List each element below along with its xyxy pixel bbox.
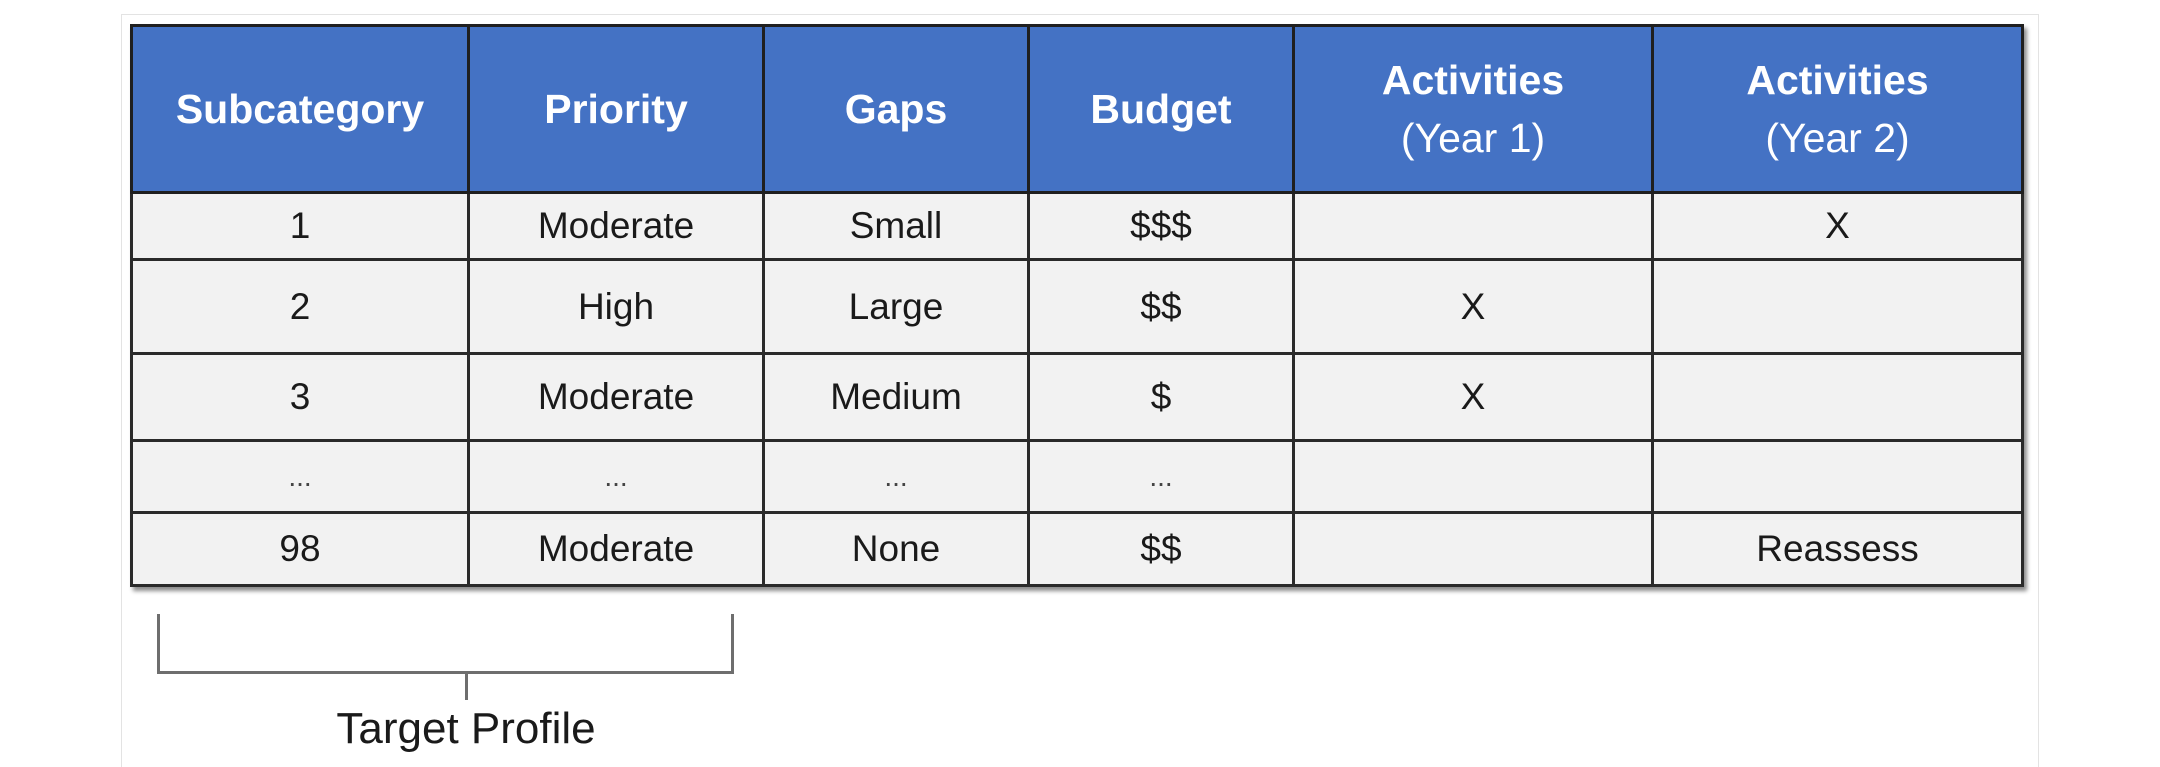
cell-gaps: Small bbox=[762, 191, 1030, 261]
cell-budget: $$ bbox=[1027, 258, 1295, 355]
header-budget: Budget bbox=[1027, 24, 1295, 194]
cell-activities-year-1: X bbox=[1292, 352, 1654, 442]
bracket-stem bbox=[465, 674, 468, 700]
cell-priority: Moderate bbox=[467, 511, 765, 587]
cell-activities-year-1 bbox=[1292, 511, 1654, 587]
target-profile-label: Target Profile bbox=[336, 704, 596, 753]
cell-activities-year-2: X bbox=[1651, 191, 2024, 261]
cell-gaps: None bbox=[762, 511, 1030, 587]
cell-subcategory: 98 bbox=[130, 511, 470, 587]
cell-budget: $$$ bbox=[1027, 191, 1295, 261]
cell-subcategory: 1 bbox=[130, 191, 470, 261]
cell-subcategory: ... bbox=[130, 439, 470, 514]
table-row: 98 Moderate None $$ Reassess bbox=[130, 511, 2024, 587]
cell-gaps: ... bbox=[762, 439, 1030, 514]
cell-priority: ... bbox=[467, 439, 765, 514]
header-activities-year-1: Activities (Year 1) bbox=[1292, 24, 1654, 194]
table-row: 3 Moderate Medium $ X bbox=[130, 352, 2024, 442]
table-row: 2 High Large $$ X bbox=[130, 258, 2024, 355]
cell-activities-year-2 bbox=[1651, 439, 2024, 514]
cell-priority: Moderate bbox=[467, 191, 765, 261]
cell-activities-year-1 bbox=[1292, 439, 1654, 514]
cell-activities-year-1 bbox=[1292, 191, 1654, 261]
cell-activities-year-2: Reassess bbox=[1651, 511, 2024, 587]
cell-budget: $$ bbox=[1027, 511, 1295, 587]
cell-gaps: Large bbox=[762, 258, 1030, 355]
header-row: Subcategory Priority Gaps Budget Activit… bbox=[130, 24, 2024, 194]
table-row: ... ... ... ... bbox=[130, 439, 2024, 514]
cell-subcategory: 2 bbox=[130, 258, 470, 355]
table-row: 1 Moderate Small $$$ X bbox=[130, 191, 2024, 261]
header-gaps: Gaps bbox=[762, 24, 1030, 194]
header-activities-year-2: Activities (Year 2) bbox=[1651, 24, 2024, 194]
cell-subcategory: 3 bbox=[130, 352, 470, 442]
cell-budget: ... bbox=[1027, 439, 1295, 514]
cell-budget: $ bbox=[1027, 352, 1295, 442]
target-profile-bracket bbox=[157, 614, 734, 674]
cell-activities-year-2 bbox=[1651, 258, 2024, 355]
header-priority: Priority bbox=[467, 24, 765, 194]
cell-gaps: Medium bbox=[762, 352, 1030, 442]
target-profile-table: Subcategory Priority Gaps Budget Activit… bbox=[130, 24, 2024, 587]
cell-priority: Moderate bbox=[467, 352, 765, 442]
header-subcategory: Subcategory bbox=[130, 24, 470, 194]
cell-activities-year-1: X bbox=[1292, 258, 1654, 355]
cell-activities-year-2 bbox=[1651, 352, 2024, 442]
cell-priority: High bbox=[467, 258, 765, 355]
